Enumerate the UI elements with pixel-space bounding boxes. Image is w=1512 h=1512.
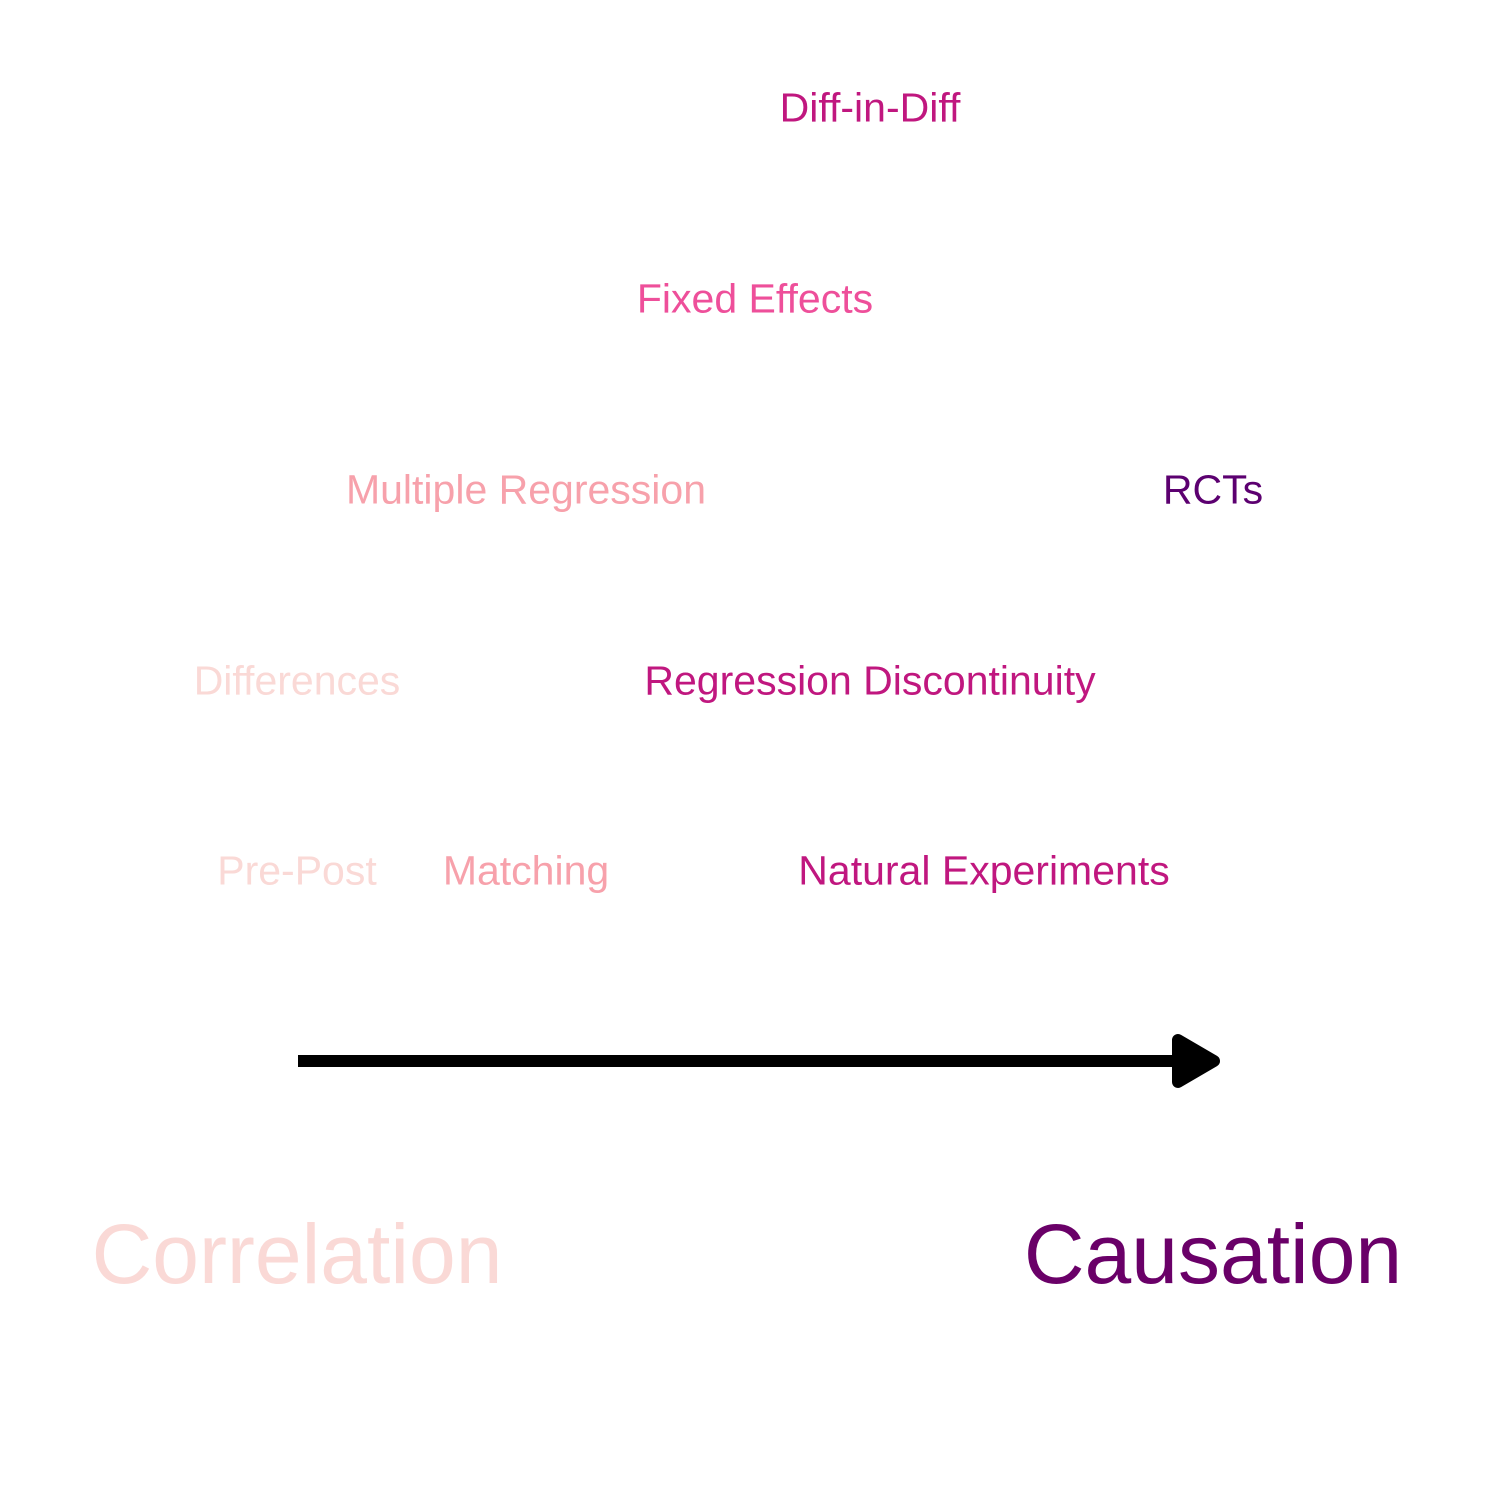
method-label-diff-in-diff: Diff-in-Diff [779,84,961,131]
method-label-rcts: RCTs [1162,466,1264,513]
method-label-differences: Differences [193,657,401,704]
method-label-pre-post: Pre-Post [217,847,377,894]
method-label-fixed-effects: Fixed Effects [636,275,874,322]
pole-label-correlation: Correlation [91,1207,503,1301]
method-label-multiple-regression: Multiple Regression [345,466,707,513]
method-label-matching: Matching [442,847,610,894]
arrow-head-icon [1172,1034,1220,1088]
method-label-natural-experiments: Natural Experiments [798,847,1170,894]
pole-label-causation: Causation [1023,1207,1403,1301]
method-label-regression-discontinuity: Regression Discontinuity [644,657,1096,704]
